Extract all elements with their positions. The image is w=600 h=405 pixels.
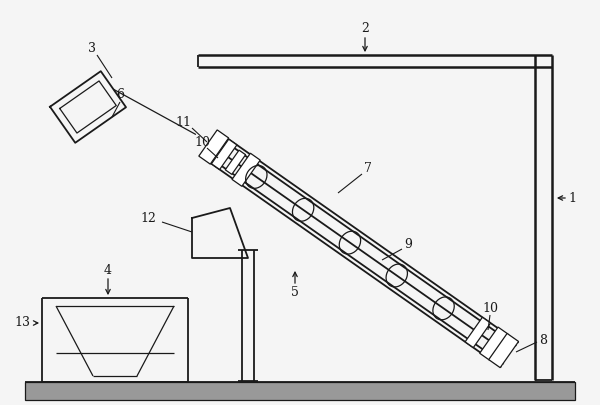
Text: 12: 12 [140,211,156,224]
Text: 9: 9 [404,239,412,252]
Polygon shape [211,139,237,170]
Text: 11: 11 [175,115,191,128]
Text: 4: 4 [104,264,112,277]
Polygon shape [465,317,491,347]
Text: 5: 5 [291,286,299,300]
Text: 2: 2 [361,21,369,34]
Polygon shape [225,150,245,175]
Polygon shape [489,333,518,368]
Polygon shape [479,327,508,360]
Polygon shape [25,382,575,400]
Text: 10: 10 [194,136,210,149]
Text: 8: 8 [539,333,547,347]
Text: 13: 13 [14,316,30,330]
Polygon shape [232,153,260,186]
Text: 7: 7 [364,162,372,175]
Text: 6: 6 [116,89,124,102]
Text: 1: 1 [568,192,576,205]
Polygon shape [199,130,229,164]
Text: 3: 3 [88,41,96,55]
Text: 10: 10 [482,301,498,315]
